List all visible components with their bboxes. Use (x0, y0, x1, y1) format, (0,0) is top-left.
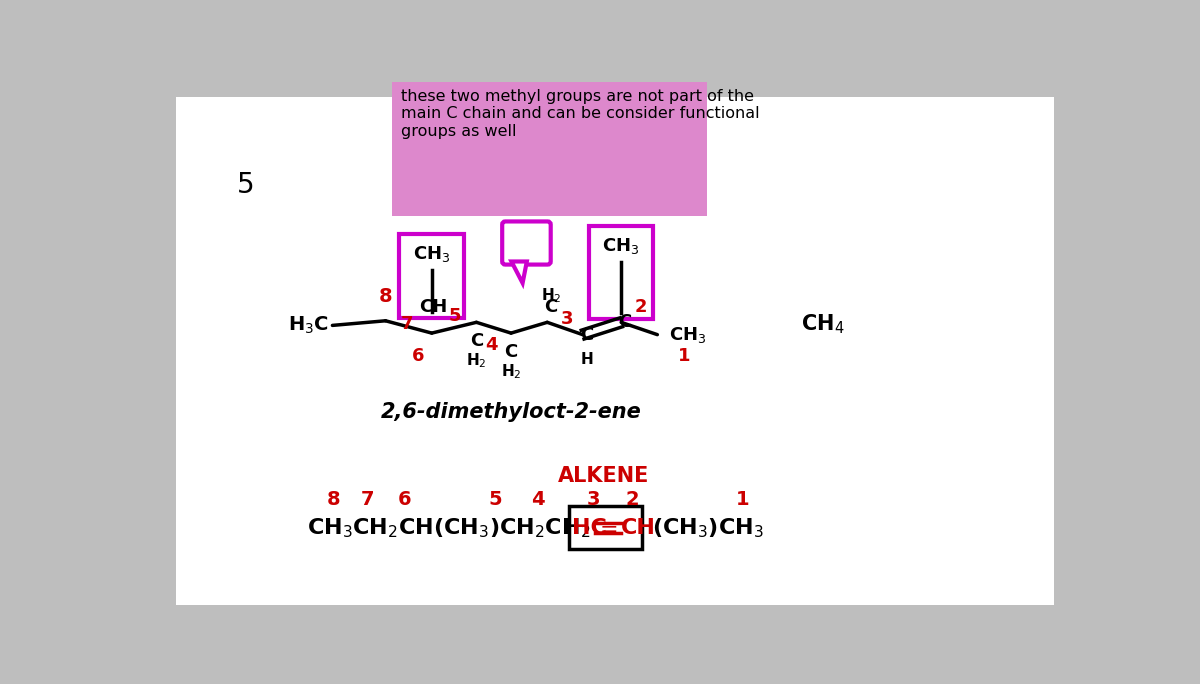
Text: C: C (618, 313, 631, 331)
Text: CH: CH (622, 518, 656, 538)
Text: 5: 5 (449, 307, 461, 325)
Text: CH$_4$: CH$_4$ (802, 312, 845, 336)
Text: C: C (469, 332, 484, 350)
Text: 3: 3 (587, 490, 600, 509)
Text: H$_2$: H$_2$ (541, 287, 562, 305)
Text: C: C (580, 326, 593, 343)
Text: 3: 3 (562, 311, 574, 328)
Text: 8: 8 (379, 287, 392, 306)
Text: CH: CH (419, 298, 448, 316)
Text: C: C (545, 298, 558, 316)
Text: 7: 7 (360, 490, 374, 509)
Bar (569, 506, 642, 549)
Text: these two methyl groups are not part of the
main C chain and can be consider fun: these two methyl groups are not part of … (401, 89, 760, 139)
Text: CH$_3$: CH$_3$ (413, 244, 450, 264)
Text: 1: 1 (736, 490, 750, 509)
Text: 5: 5 (488, 490, 502, 509)
Bar (391, 82, 708, 216)
Text: 6: 6 (398, 490, 412, 509)
Text: 8: 8 (328, 490, 341, 509)
Text: CH$_3$: CH$_3$ (602, 236, 640, 256)
Text: 2: 2 (634, 298, 647, 316)
Text: 4: 4 (486, 337, 498, 354)
Text: H: H (580, 352, 593, 367)
Bar (589, 226, 654, 319)
Bar (400, 234, 464, 317)
Text: C: C (504, 343, 517, 361)
Text: H$_2$: H$_2$ (466, 352, 487, 370)
Text: $=$: $=$ (595, 518, 618, 538)
Text: (CH$_3$)CH$_3$: (CH$_3$)CH$_3$ (652, 516, 763, 540)
Text: 2,6-dimethyloct-2-ene: 2,6-dimethyloct-2-ene (380, 402, 642, 423)
Text: H$_2$: H$_2$ (500, 363, 521, 381)
Text: 1: 1 (678, 347, 690, 365)
Text: 4: 4 (532, 490, 545, 509)
Text: H$_3$C: H$_3$C (288, 315, 329, 336)
Text: 6: 6 (412, 347, 424, 365)
Text: 2: 2 (625, 490, 638, 509)
Polygon shape (511, 261, 527, 283)
Text: 5: 5 (236, 171, 254, 199)
FancyBboxPatch shape (502, 222, 551, 265)
Text: ALKENE: ALKENE (558, 466, 649, 486)
Text: HC: HC (572, 518, 607, 538)
Text: 7: 7 (401, 315, 413, 333)
Text: CH$_3$: CH$_3$ (668, 325, 707, 345)
Text: CH$_3$CH$_2$CH(CH$_3$)CH$_2$CH$_2$: CH$_3$CH$_2$CH(CH$_3$)CH$_2$CH$_2$ (307, 516, 590, 540)
